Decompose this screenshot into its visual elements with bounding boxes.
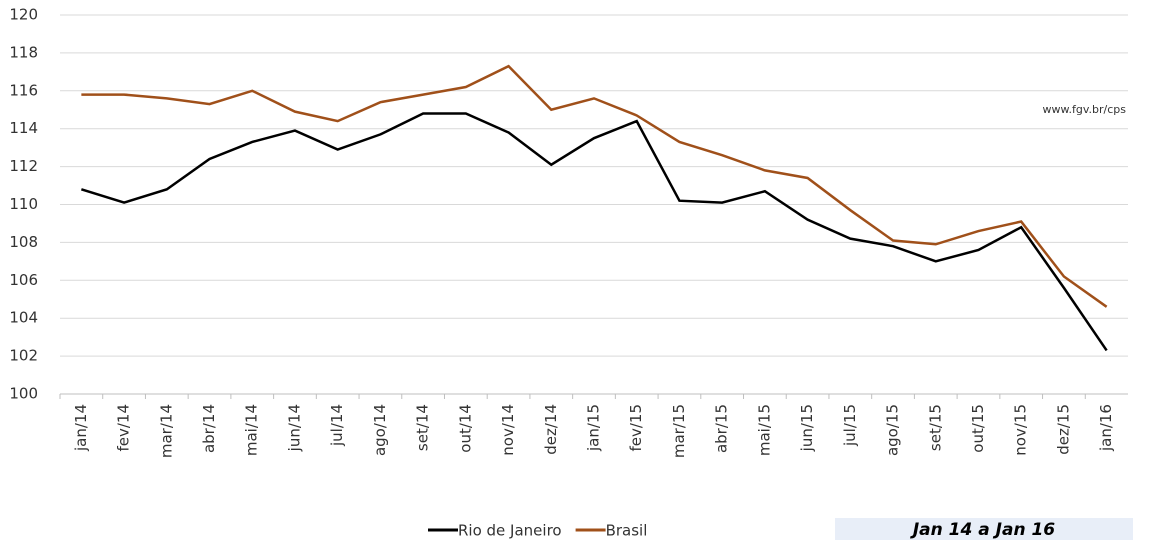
source-note: www.fgv.br/cps xyxy=(1043,103,1127,116)
x-tick-label: mai/14 xyxy=(243,404,261,456)
x-tick-label: dez/15 xyxy=(1054,404,1072,455)
y-tick-label: 104 xyxy=(9,309,38,327)
y-tick-label: 112 xyxy=(9,157,38,175)
x-tick-label: jan/15 xyxy=(585,404,603,452)
y-tick-label: 106 xyxy=(9,271,38,289)
y-tick-label: 110 xyxy=(9,195,38,213)
y-tick-label: 118 xyxy=(9,43,38,61)
y-tick-label: 120 xyxy=(9,6,38,24)
x-tick-label: mar/14 xyxy=(157,404,175,458)
x-tick-label: set/14 xyxy=(414,404,432,451)
x-tick-label: set/15 xyxy=(926,404,944,451)
x-tick-label: jul/15 xyxy=(841,404,859,447)
period-label: Jan 14 a Jan 16 xyxy=(910,520,1055,540)
series-line xyxy=(80,112,1108,352)
legend-label: Brasil xyxy=(606,522,648,540)
x-tick-label: mai/15 xyxy=(755,404,773,456)
x-tick-label: jan/16 xyxy=(1097,404,1115,452)
y-tick-label: 102 xyxy=(9,347,38,365)
y-tick-label: 114 xyxy=(9,119,38,137)
x-tick-label: out/14 xyxy=(456,404,474,453)
x-tick-label: dez/14 xyxy=(542,404,560,455)
y-tick-label: 116 xyxy=(9,81,38,99)
x-tick-label: abr/15 xyxy=(713,404,731,453)
x-tick-label: out/15 xyxy=(969,404,987,453)
x-tick-label: ago/14 xyxy=(371,404,389,456)
legend-label: Rio de Janeiro xyxy=(458,522,562,540)
x-tick-label: ago/15 xyxy=(884,404,902,456)
x-tick-label: fev/14 xyxy=(115,404,133,452)
x-tick-label: mar/15 xyxy=(670,404,688,458)
x-tick-label: jun/15 xyxy=(798,404,816,452)
x-tick-label: fev/15 xyxy=(627,404,645,452)
x-tick-label: jun/14 xyxy=(285,404,303,452)
y-tick-label: 108 xyxy=(9,233,38,251)
x-tick-label: jul/14 xyxy=(328,404,346,447)
y-tick-label: 100 xyxy=(9,385,38,403)
x-tick-label: nov/14 xyxy=(499,404,517,456)
x-tick-label: jan/14 xyxy=(72,404,90,452)
series-line xyxy=(81,64,1108,308)
x-tick-label: abr/14 xyxy=(200,404,218,453)
x-tick-label: nov/15 xyxy=(1012,404,1030,456)
period-box xyxy=(835,518,1133,540)
